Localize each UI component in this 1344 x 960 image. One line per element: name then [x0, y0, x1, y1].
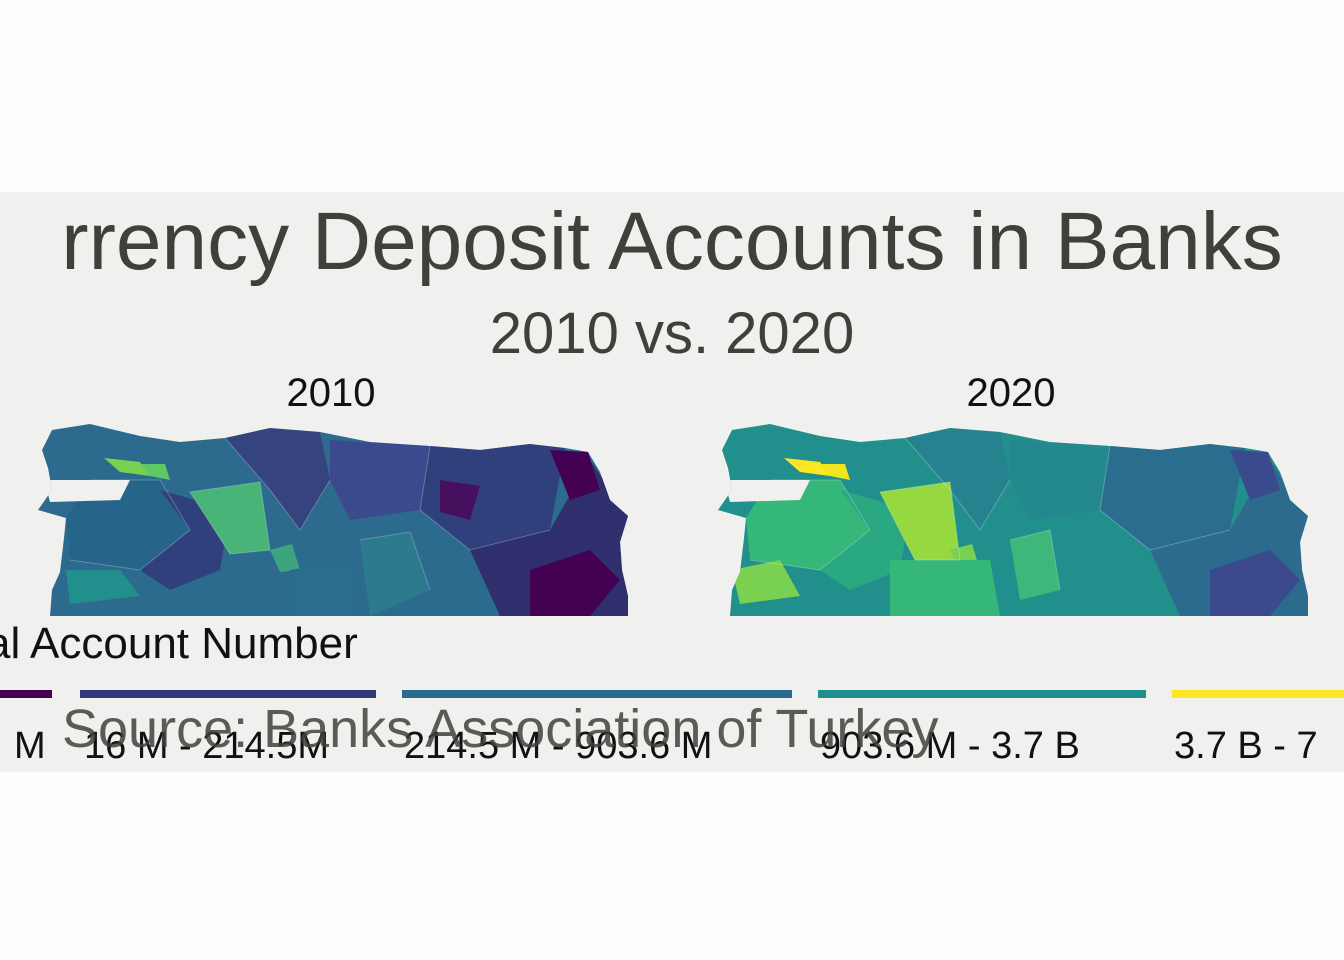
facet-label-2020: 2020 — [967, 368, 1056, 418]
chart-title: rrency Deposit Accounts in Banks — [61, 192, 1282, 292]
map-2010 — [30, 420, 640, 620]
legend-label-5: 3.7 B - 7 — [1174, 722, 1318, 770]
caption-source: Source: Banks Association of Turkey — [62, 694, 938, 764]
map-2020 — [710, 420, 1320, 620]
legend-label-1: M — [14, 722, 46, 770]
legend-key-5 — [1172, 690, 1344, 698]
legend-key-1 — [0, 690, 52, 698]
facet-label-2010: 2010 — [287, 368, 376, 418]
legend-title: al Account Number — [0, 616, 358, 672]
chart-subtitle: 2010 vs. 2020 — [490, 299, 854, 369]
